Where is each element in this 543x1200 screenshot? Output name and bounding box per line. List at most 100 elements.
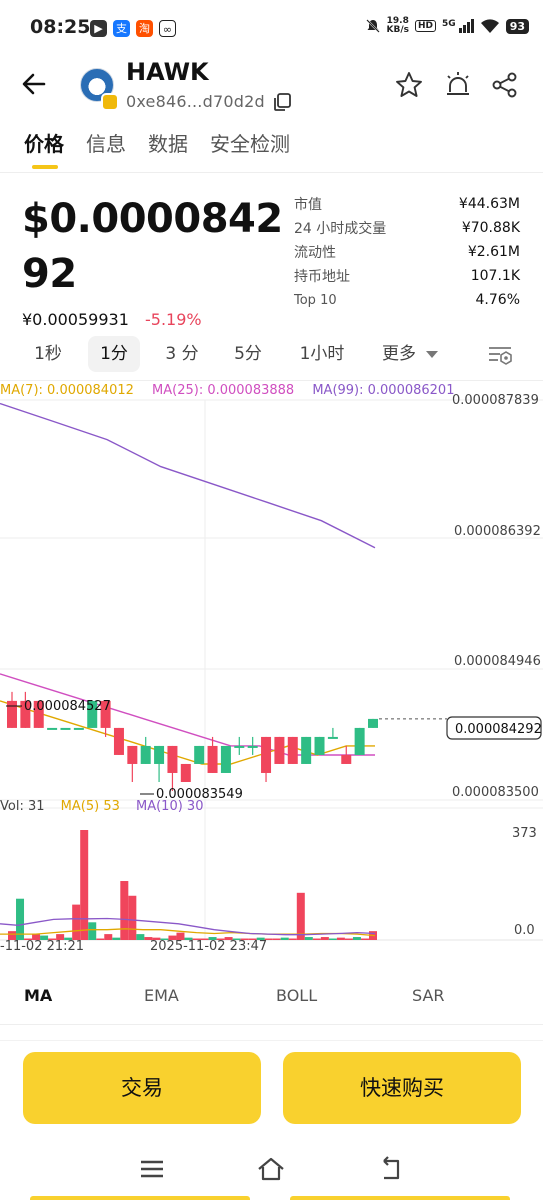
volume-bar: [24, 938, 33, 940]
volume-bar: [232, 938, 241, 940]
volume-bar: [192, 938, 201, 940]
volume-bar: [120, 881, 129, 940]
indicator-tabs: MA EMA BOLL SAR: [0, 986, 543, 1016]
interval-1h[interactable]: 1小时: [299, 344, 345, 364]
hd-badge: HD: [415, 20, 437, 32]
interval-5m[interactable]: 5分: [234, 344, 262, 364]
volume-bar: [88, 922, 97, 940]
indicator-sar[interactable]: SAR: [412, 986, 445, 1005]
candle-body: [220, 745, 231, 773]
candle-body: [261, 736, 272, 773]
stat-value: 4.76%: [475, 292, 520, 308]
candle-body: [73, 727, 84, 730]
candle-body: [33, 700, 44, 728]
stat-label: 持币地址: [294, 269, 350, 285]
ma99-line: [0, 402, 376, 549]
stat-value: ¥44.63M: [458, 196, 520, 212]
interval-1s[interactable]: 1秒: [34, 344, 62, 364]
ma-legend: MA(7): 0.000084012 MA(25): 0.000083888 M…: [0, 383, 468, 398]
volume-bar: [248, 938, 257, 940]
vol-ma10-line: [0, 917, 376, 936]
candles: [6, 691, 447, 795]
indicator-ma[interactable]: MA: [24, 986, 53, 1005]
back-arrow-icon[interactable]: [20, 70, 48, 98]
volume-bar: [328, 938, 337, 940]
price-alert-icon[interactable]: [443, 70, 473, 100]
volume-bar: [56, 934, 65, 940]
volume-bar: [112, 937, 121, 940]
home-icon[interactable]: [256, 1154, 286, 1184]
candle-body: [7, 700, 17, 728]
tab-security[interactable]: 安全检测: [210, 132, 290, 156]
indicator-ema[interactable]: EMA: [144, 986, 179, 1005]
candle-body: [247, 745, 258, 748]
trade-button[interactable]: 交易: [23, 1052, 261, 1124]
interval-1m[interactable]: 1分: [88, 336, 140, 372]
stat-label: 24 小时成交量: [294, 221, 387, 237]
battery-indicator: 93: [505, 18, 529, 34]
star-icon[interactable]: [394, 70, 424, 100]
stat-label: 市值: [294, 197, 322, 213]
vol-ma5-label: MA(5) 53: [60, 799, 120, 814]
token-logo: [80, 68, 119, 111]
volume-bars: [0, 830, 377, 940]
interval-more-dropdown[interactable]: 更多: [374, 336, 446, 372]
volume-bar: [96, 938, 105, 940]
price-axis-label: 0.000083500: [452, 785, 539, 800]
taobao-icon: 淘: [136, 20, 153, 37]
volume-bar: [152, 937, 161, 940]
candle-body: [354, 727, 365, 755]
volume-bar: [168, 935, 177, 940]
alipay-icon: 支: [113, 20, 130, 37]
candle-body: [274, 736, 285, 764]
price-axis-label: 0.000086392: [454, 524, 541, 539]
stat-value: ¥70.88K: [461, 220, 520, 236]
chart-settings-icon[interactable]: [486, 342, 514, 366]
time-axis-label: -11-02 21:21: [0, 939, 84, 954]
volume-bar: [296, 892, 305, 940]
tab-data[interactable]: 数据: [148, 132, 188, 156]
token-name: HAWK: [126, 58, 209, 86]
volume-bar: [40, 935, 49, 940]
back-nav-icon[interactable]: [376, 1154, 406, 1184]
candle-body: [127, 745, 138, 764]
axis-labels: 0.000087839 0.000086392 0.000084946 0.00…: [0, 393, 542, 954]
price-axis-label: 0.000087839: [452, 393, 539, 408]
token-header: HAWK 0xe846...d70d2d: [0, 58, 543, 118]
candle-body: [368, 718, 378, 728]
button-shadow: [290, 1196, 510, 1200]
system-nav-bar: [0, 1140, 543, 1200]
time-axis-label: 2025-11-02 23:47: [150, 939, 267, 954]
volume-bar: [32, 934, 41, 940]
volume-bar: [240, 938, 249, 940]
ma25-line: [0, 673, 375, 756]
volume-bar: [216, 938, 225, 940]
volume-bar: [128, 895, 137, 940]
indicator-boll[interactable]: BOLL: [276, 986, 318, 1005]
vol-ma10-label: MA(10) 30: [136, 799, 204, 814]
interval-3m[interactable]: 3 分: [165, 344, 199, 364]
tab-price[interactable]: 价格: [24, 128, 64, 169]
candle-body: [60, 727, 71, 730]
volume-bar: [352, 937, 361, 940]
divider: [0, 1024, 543, 1025]
kline-chart[interactable]: 0.000087839 0.000086392 0.000084946 0.00…: [0, 380, 543, 960]
copy-icon[interactable]: [272, 92, 292, 112]
quick-buy-button[interactable]: 快速购买: [283, 1052, 521, 1124]
menu-icon[interactable]: [137, 1154, 167, 1184]
candle-body: [287, 736, 298, 764]
tab-info[interactable]: 信息: [86, 132, 126, 156]
divider: [0, 1040, 543, 1041]
price-change: -5.19%: [145, 310, 202, 329]
ma99-label: MA(99): 0.000086201: [312, 383, 455, 398]
divider: [0, 172, 543, 173]
candle-body: [47, 727, 58, 730]
stat-label: Top 10: [294, 292, 337, 308]
candle-body: [87, 700, 98, 728]
share-icon[interactable]: [490, 70, 520, 100]
candle-body: [154, 745, 165, 764]
contract-address: 0xe846...d70d2d: [126, 92, 265, 111]
candle-body: [167, 745, 178, 773]
candle-body: [327, 736, 338, 739]
candle-body: [100, 700, 111, 728]
